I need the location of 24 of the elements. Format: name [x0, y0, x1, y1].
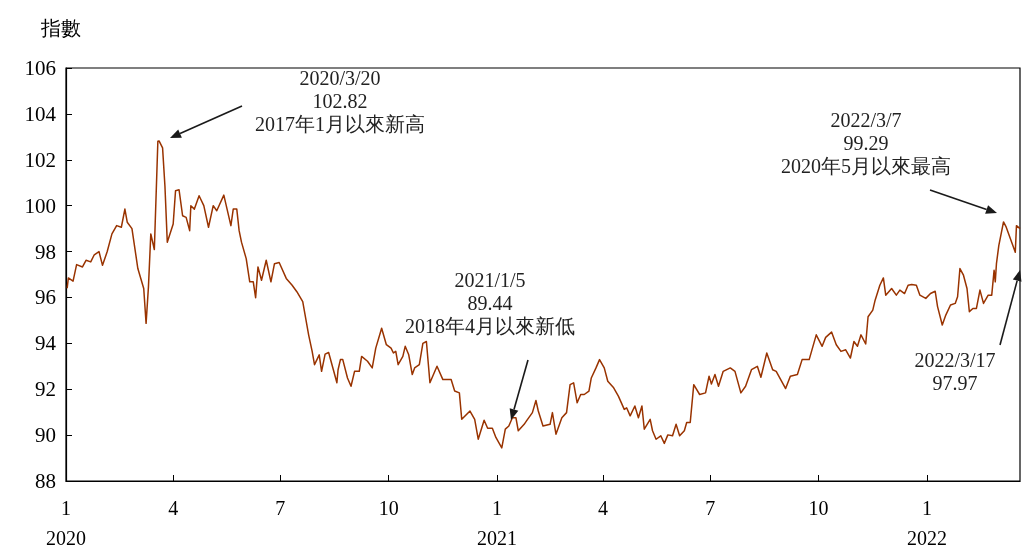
y-tick-label: 92: [35, 377, 56, 402]
x-tick-label: 7: [275, 497, 286, 519]
y-tick-label: 90: [35, 423, 56, 448]
y-tick-label: 102: [24, 147, 56, 172]
y-tick-label: 96: [35, 285, 56, 310]
annotation: 2022/3/7 99.29 2020年5月以來最高: [781, 109, 951, 177]
x-tick-label: 10: [378, 497, 399, 519]
x-tick-label: 1 2022: [906, 497, 947, 549]
annotation: 2020/3/20 102.82 2017年1月以來新高: [255, 67, 425, 135]
x-tick-label: 1 2020: [46, 497, 86, 549]
y-tick-label: 100: [24, 193, 56, 218]
y-tick-label: 94: [35, 331, 57, 356]
y-axis-title: 指數: [40, 17, 81, 39]
x-tick-label: 10: [808, 497, 829, 519]
y-tick-label: 106: [24, 56, 56, 80]
y-tick-label: 98: [35, 239, 56, 264]
y-tick-label: 88: [35, 469, 56, 493]
annotation: 2021/1/5 89.44 2018年4月以來新低: [405, 269, 575, 337]
x-tick-label: 1 2021: [477, 497, 518, 549]
x-tick-label: 4: [168, 497, 179, 519]
y-tick-label: 104: [24, 101, 57, 126]
x-tick-label: 4: [598, 497, 609, 519]
annotation: 2022/3/17 97.97: [914, 349, 996, 394]
x-tick-label: 7: [705, 497, 716, 519]
